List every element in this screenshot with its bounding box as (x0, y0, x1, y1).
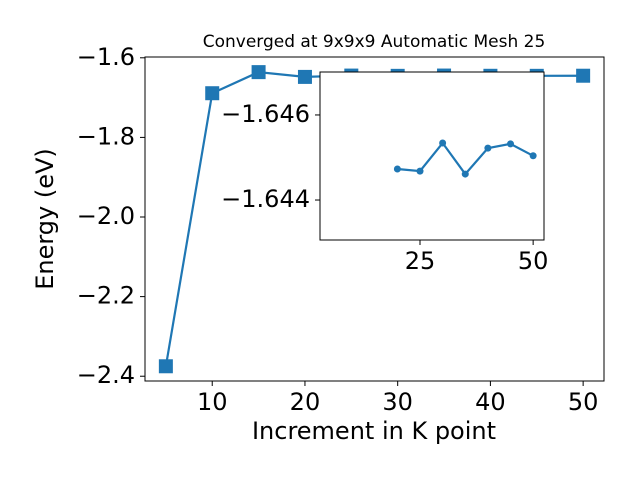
y-tick-label: −1.644 (221, 185, 310, 213)
data-point (251, 65, 266, 80)
y-tick-label: −2.4 (77, 361, 135, 389)
x-tick-label: 10 (197, 388, 228, 416)
x-axis-label: Increment in K point (252, 417, 496, 445)
data-point (158, 359, 173, 374)
x-tick-label: 30 (382, 388, 413, 416)
data-point (393, 165, 401, 173)
y-tick-label: −1.8 (77, 122, 135, 150)
data-point (507, 140, 515, 148)
x-tick-label: 40 (475, 388, 506, 416)
data-point (205, 86, 220, 101)
plot-area (393, 139, 537, 178)
data-point (529, 152, 537, 160)
y-axis-label: Energy (eV) (31, 148, 59, 290)
x-tick-label: 50 (518, 247, 549, 275)
y-tick-label: −1.646 (221, 100, 310, 128)
chart-title: Converged at 9x9x9 Automatic Mesh 25 (203, 32, 546, 52)
y-tick-label: −1.6 (77, 43, 135, 71)
data-point (461, 170, 469, 178)
data-point (416, 167, 424, 175)
data-point (439, 139, 447, 147)
axes-frame (144, 56, 605, 382)
y-tick-label: −2.0 (77, 202, 135, 230)
y-tick-label: −2.2 (77, 282, 135, 310)
x-tick-label: 20 (290, 388, 321, 416)
data-point (576, 68, 591, 83)
data-point (297, 69, 312, 84)
x-tick-label: 25 (405, 247, 436, 275)
axes-frame (319, 71, 545, 241)
data-point (484, 144, 492, 152)
x-tick-label: 50 (568, 388, 599, 416)
